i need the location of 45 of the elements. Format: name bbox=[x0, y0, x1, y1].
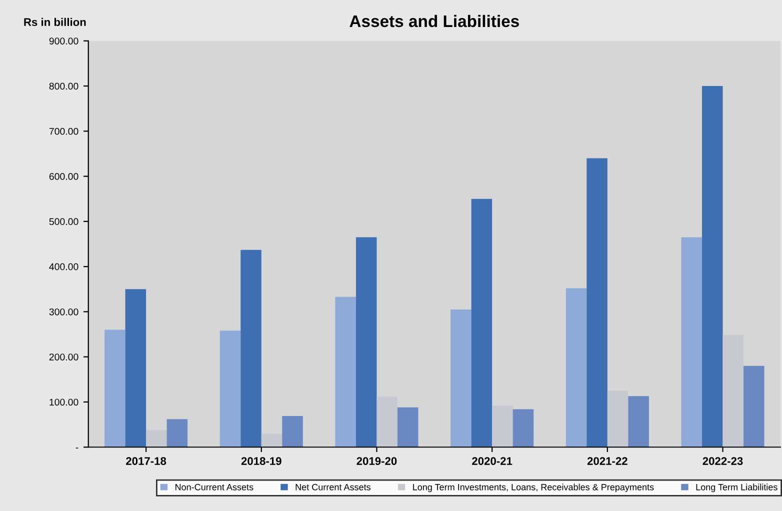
bar bbox=[146, 430, 167, 448]
legend-label: Non-Current Assets bbox=[176, 484, 254, 490]
x-tick-label: 2022-23 bbox=[702, 457, 743, 466]
bar bbox=[397, 407, 418, 448]
legend-label: Long Term Investments, Loans, Receivables & Prepayments bbox=[413, 484, 654, 492]
y-tick-label: 300.00 bbox=[49, 308, 78, 316]
y-tick-label: 500.00 bbox=[49, 218, 78, 226]
chart-title: Assets and Liabilities bbox=[350, 14, 519, 28]
bar bbox=[722, 335, 744, 448]
bar bbox=[566, 288, 587, 448]
y-tick-label: 800.00 bbox=[49, 82, 78, 90]
y-tick-label: 700.00 bbox=[49, 128, 78, 135]
bar bbox=[586, 158, 608, 448]
bar bbox=[261, 434, 282, 448]
y-tick-label: 200.00 bbox=[49, 354, 78, 360]
bar bbox=[744, 366, 764, 448]
bar bbox=[282, 416, 303, 448]
bar bbox=[512, 409, 534, 448]
bar bbox=[166, 419, 188, 448]
bar bbox=[376, 396, 398, 448]
bar bbox=[607, 390, 628, 448]
bar bbox=[492, 406, 513, 448]
y-axis-title: Rs in billion bbox=[24, 18, 86, 26]
x-tick-label: 2019-20 bbox=[356, 457, 397, 466]
bar bbox=[356, 237, 377, 448]
legend-label: Long Term Liabilities bbox=[696, 484, 778, 492]
legend-label: Net Current Assets bbox=[296, 484, 370, 490]
bar bbox=[240, 250, 262, 448]
x-tick-label: 2017-18 bbox=[126, 457, 166, 466]
bar bbox=[220, 330, 241, 448]
bar bbox=[125, 289, 146, 448]
x-tick-label: 2020-21 bbox=[472, 457, 512, 466]
bar bbox=[450, 309, 472, 448]
y-tick-label: 400.00 bbox=[49, 263, 78, 270]
y-tick-label: 900.00 bbox=[49, 38, 78, 44]
x-tick-label: 2021-22 bbox=[587, 457, 628, 466]
x-tick-label: 2018-19 bbox=[241, 457, 282, 466]
bar bbox=[335, 296, 356, 448]
bar bbox=[471, 198, 492, 448]
bar bbox=[628, 396, 649, 448]
bar bbox=[104, 330, 126, 448]
y-tick-label: 100.00 bbox=[50, 398, 78, 406]
y-tick-label: 600.00 bbox=[49, 173, 78, 180]
bar bbox=[681, 237, 702, 448]
bar bbox=[702, 86, 723, 448]
